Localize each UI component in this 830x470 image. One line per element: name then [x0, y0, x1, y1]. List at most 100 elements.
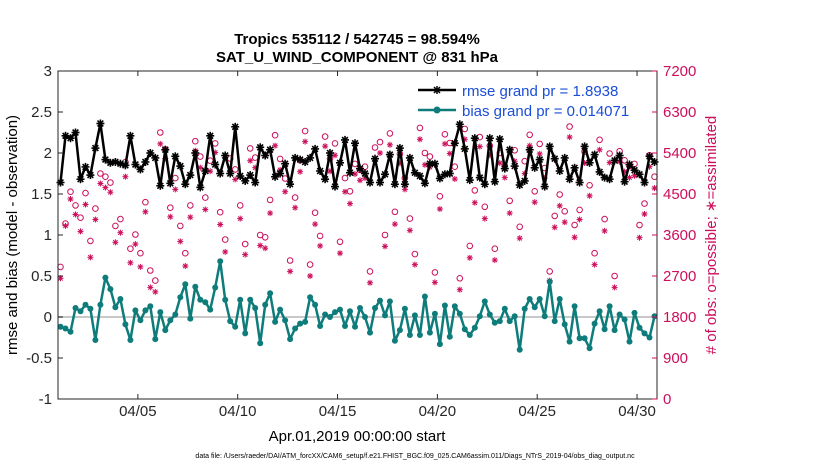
bias-point [456, 310, 463, 317]
rmse-point [555, 167, 564, 175]
rmse-point [101, 155, 110, 164]
legend: rmse grand pr = 1.8938 bias grand pr = 0… [418, 83, 629, 120]
obs-assimilated-marker [72, 211, 79, 218]
legend-rmse-text: rmse grand pr = 1.8938 [462, 83, 618, 100]
obs-possible-marker [261, 234, 269, 241]
rmse-point [326, 149, 334, 157]
rmse-point [151, 153, 160, 162]
obs-possible-marker [72, 202, 79, 209]
obs-possible-marker [102, 173, 109, 180]
rmse-point [420, 179, 429, 188]
obs-assimilated-marker [82, 201, 89, 208]
bias-point [347, 308, 353, 315]
rmse-point [495, 135, 504, 144]
bias-point [631, 309, 638, 316]
obs-possible-marker [92, 205, 99, 212]
rmse-point [331, 182, 339, 191]
bias-point [521, 305, 528, 312]
bias-point [197, 296, 204, 303]
left-tick-label: 0 [44, 309, 52, 326]
rmse-point [595, 167, 604, 176]
obs-assimilated-marker [476, 143, 483, 150]
bias-point [391, 337, 398, 344]
bias-point [282, 317, 289, 324]
left-axis-ticks: -1 -0.5 0 0.5 1 1.5 2 2.5 3 [26, 63, 63, 408]
bias-point [511, 313, 518, 320]
rmse-point [286, 180, 295, 189]
bias-point [272, 318, 279, 325]
rmse-point [211, 160, 220, 169]
bias-point [352, 323, 358, 330]
bias-point [82, 301, 89, 308]
bias-point [541, 313, 548, 320]
obs-assimilated-marker [127, 259, 134, 266]
footer-data-file: data file: /Users/raeder/DAI/ATM_forcXX/… [195, 453, 635, 460]
bias-point [62, 325, 69, 332]
rmse-point [565, 175, 574, 184]
bias-point [297, 320, 304, 327]
y-axis-label-right: # of obs: o=possible; ∗=assimilated [703, 116, 720, 355]
rmse-point [266, 145, 275, 154]
x-tick-label: 04/05 [119, 403, 157, 420]
obs-assimilated-marker [262, 245, 269, 252]
obs-assimilated-marker [576, 216, 583, 223]
bias-point [466, 332, 473, 338]
rmse-point [361, 169, 369, 178]
rmse-point [166, 179, 175, 188]
obs-possible-marker [112, 222, 119, 230]
obs-assimilated-marker [551, 224, 558, 231]
obs-possible-marker [67, 188, 74, 195]
obs-assimilated-marker [142, 208, 149, 215]
rmse-point [610, 156, 619, 165]
rmse-point [465, 176, 474, 185]
bias-point [192, 283, 199, 290]
obs-possible-marker [491, 245, 499, 252]
bias-point [337, 306, 343, 313]
rmse-point [86, 171, 95, 180]
x-tick-label: 04/30 [618, 403, 656, 420]
obs-possible-marker [311, 209, 319, 216]
bias-point [162, 327, 169, 334]
obs-possible-marker [266, 196, 274, 204]
obs-assimilated-marker [347, 200, 353, 207]
obs-possible-marker [306, 261, 314, 268]
obs-assimilated-marker [92, 216, 99, 223]
obs-possible-marker [127, 245, 134, 252]
obs-assimilated-marker [232, 176, 239, 183]
y-axis-label-left: rmse and bias (model - observation) [4, 115, 21, 355]
rmse-point [131, 160, 140, 169]
rmse-point [615, 151, 624, 160]
rmse-point [560, 153, 569, 162]
bias-point [362, 314, 368, 320]
bias-point [651, 313, 658, 320]
rmse-point [156, 181, 165, 190]
obs-possible-marker [596, 136, 603, 144]
obs-assimilated-marker [157, 140, 164, 147]
obs-assimilated-marker [137, 263, 144, 270]
bias-point [581, 335, 588, 342]
bias-point [546, 278, 553, 285]
legend-rmse-marker [433, 86, 441, 94]
bias-point [601, 326, 608, 333]
bias-point [342, 323, 348, 329]
bias-point [157, 309, 164, 316]
bias-point [641, 330, 648, 337]
rmse-point [455, 120, 464, 129]
rmse-point [176, 162, 185, 171]
rmse-point [311, 144, 320, 153]
obs-possible-marker [436, 193, 444, 200]
bias-point [307, 294, 314, 301]
rmse-point [341, 135, 349, 144]
obs-assimilated-marker [406, 227, 413, 234]
obs-assimilated-marker [242, 251, 249, 258]
bias-point [446, 333, 453, 340]
rmse-point [590, 150, 599, 159]
obs-assimilated-marker [87, 254, 94, 261]
obs-assimilated-marker [107, 189, 114, 196]
obs-assimilated-marker [222, 248, 229, 255]
bias-point [312, 301, 319, 308]
left-tick-label: 0.5 [31, 268, 52, 285]
rmse-point [535, 155, 544, 164]
legend-bias-marker [433, 106, 441, 114]
